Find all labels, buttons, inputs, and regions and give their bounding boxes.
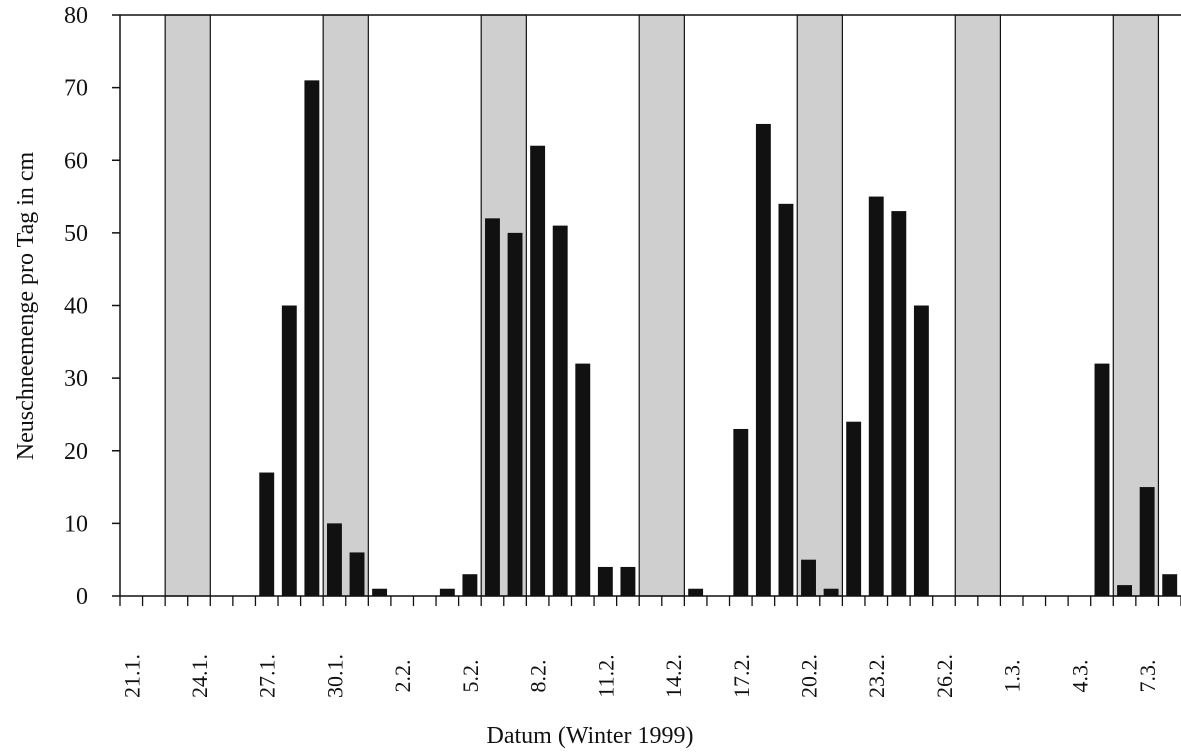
x-tick-label: 4.3. <box>1067 660 1092 693</box>
bar <box>823 588 839 596</box>
y-axis-label: Neuschneemenge pro Tag in cm <box>13 151 39 460</box>
x-axis-label: Datum (Winter 1999) <box>487 723 694 749</box>
x-tick-label: 1.3. <box>1000 660 1025 693</box>
y-tick-label: 30 <box>64 366 88 392</box>
y-tick-label: 10 <box>64 511 88 537</box>
y-tick-labels: 0 10 20 30 40 50 60 70 80 <box>64 3 88 610</box>
x-tick-label: 21.1. <box>119 654 144 698</box>
weekend-band <box>638 14 685 597</box>
bar <box>801 559 816 596</box>
y-tick-label: 0 <box>76 584 88 610</box>
x-tick-label: 27.1. <box>255 654 280 698</box>
bar <box>846 421 862 596</box>
x-tick-label: 7.3. <box>1135 660 1160 693</box>
bar <box>620 566 636 596</box>
y-tick-label: 20 <box>64 439 88 465</box>
bar <box>439 588 455 596</box>
bars-layer <box>259 80 1178 597</box>
bar <box>259 472 275 596</box>
bar <box>778 203 794 596</box>
bar <box>349 552 365 596</box>
bar <box>462 574 478 596</box>
x-tick-label: 26.2. <box>932 654 957 698</box>
weekend-band <box>164 14 211 597</box>
bar <box>913 305 929 596</box>
bar <box>891 211 907 596</box>
bar <box>530 145 546 596</box>
bar <box>372 588 388 596</box>
x-tick-label: 14.2. <box>661 654 686 698</box>
x-tick-label: 17.2. <box>729 654 754 698</box>
x-tick-labels: 21.1. 24.1. 27.1. 30.1. 2.2. 5.2. 8.2. 11.2. 14.… <box>119 654 1160 698</box>
x-tick-label: 20.2. <box>797 654 822 698</box>
x-tick-label: 8.2. <box>526 660 551 693</box>
x-tick-label: 23.2. <box>864 654 889 698</box>
bar <box>552 225 568 597</box>
bar <box>733 428 749 596</box>
x-tick-label: 11.2. <box>593 654 618 697</box>
weekend-band <box>796 14 843 597</box>
axes-layer <box>112 14 1181 606</box>
bar <box>1117 585 1133 596</box>
bar <box>1094 363 1110 596</box>
y-tick-label: 70 <box>64 76 88 102</box>
bar <box>281 305 297 596</box>
y-tick-label: 80 <box>64 3 88 29</box>
weekend-band <box>322 14 369 597</box>
x-tick-label: 2.2. <box>390 660 415 693</box>
bar <box>868 196 884 596</box>
bar <box>304 80 320 597</box>
bar <box>507 232 523 596</box>
bar <box>485 218 500 596</box>
x-tick-label: 24.1. <box>187 654 212 698</box>
bar <box>597 566 613 596</box>
x-tick-label: 30.1. <box>322 654 347 698</box>
bar <box>1162 574 1178 596</box>
bar <box>575 363 591 596</box>
bar <box>688 588 704 596</box>
y-tick-label: 60 <box>64 148 88 174</box>
y-tick-label: 40 <box>64 294 88 320</box>
bar <box>755 123 771 596</box>
weekend-band <box>954 14 1002 597</box>
bar <box>1139 487 1155 596</box>
x-tick-label: 5.2. <box>458 660 483 693</box>
bar <box>327 523 342 596</box>
y-tick-label: 50 <box>64 221 88 247</box>
